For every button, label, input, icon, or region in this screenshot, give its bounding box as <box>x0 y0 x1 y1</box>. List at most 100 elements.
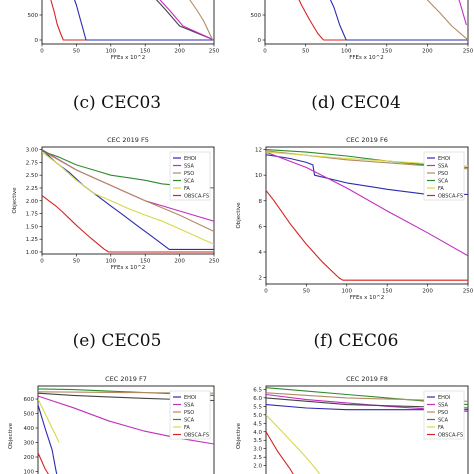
chart-title: CEC 2019 F5 <box>107 136 149 144</box>
y-tick-label: 1.25 <box>26 237 39 243</box>
x-axis-label: FFEs x 10^2 <box>349 55 384 61</box>
series-line-pso <box>426 0 468 41</box>
caption-e: (e) CEC05 <box>73 331 162 351</box>
y-tick-label: 5.5 <box>253 404 262 410</box>
series-line-fa <box>42 151 214 245</box>
legend-entry: SSA <box>184 402 194 408</box>
legend-entry: PSO <box>184 171 194 177</box>
x-tick-label: 50 <box>73 259 80 265</box>
plot-frame <box>264 0 469 45</box>
y-tick-label: 2.00 <box>26 199 39 205</box>
y-tick-label: 500 <box>251 13 262 19</box>
legend-entry: FA <box>438 186 444 192</box>
series-group <box>266 149 468 281</box>
y-tick-label: 300 <box>24 441 35 447</box>
y-tick-label: 5.0 <box>253 413 262 419</box>
legend-entry: SSA <box>438 163 448 169</box>
x-tick-label: 50 <box>303 289 310 295</box>
series-line-obsca-fs <box>38 452 49 474</box>
legend-entry: SCA <box>184 417 195 423</box>
x-axis-label: FFEs x 10^2 <box>111 265 146 271</box>
legend-entry: PSO <box>438 171 448 177</box>
x-tick-label: 150 <box>140 49 151 55</box>
y-tick-label: 10 <box>255 173 262 179</box>
y-tick-label: 100 <box>24 470 35 474</box>
y-tick-label: 4.0 <box>253 430 262 436</box>
series-line-pso <box>189 0 214 41</box>
x-tick-label: 100 <box>341 49 352 55</box>
y-axis-label: Objective <box>8 422 14 449</box>
x-tick-label: 50 <box>302 49 309 55</box>
caption-d: (d) CEC04 <box>311 93 401 113</box>
series-line-ssa <box>159 0 214 41</box>
legend-box <box>423 151 465 201</box>
series-line-fa <box>38 398 60 443</box>
legend-box <box>169 390 211 440</box>
x-tick-label: 0 <box>40 259 44 265</box>
legend-entry: SSA <box>438 402 448 408</box>
series-group <box>298 0 468 41</box>
y-tick-label: 12 <box>255 148 262 154</box>
series-group <box>50 0 214 41</box>
x-tick-label: 250 <box>209 259 220 265</box>
chart-c: 0 50 100 150 200 250 0 500 FFEs x 10^2 <box>28 0 220 61</box>
series-line-ehoi <box>73 0 214 41</box>
x-tick-label: 250 <box>463 49 474 55</box>
y-tick-label: 1.00 <box>26 250 39 256</box>
legend-entry: PSO <box>438 410 448 416</box>
y-tick-label: 8 <box>259 199 263 205</box>
legend-entry: OBSCA-FS <box>438 193 463 199</box>
series-line-fa <box>266 414 321 474</box>
y-tick-label: 2.50 <box>26 173 39 179</box>
legend-entry: OBSCA-FS <box>438 432 463 438</box>
legend-entry: SCA <box>438 178 449 184</box>
legend-entry: EHOI <box>184 395 196 401</box>
x-tick-label: 200 <box>174 259 185 265</box>
series-line-obsca-fs <box>298 0 468 41</box>
x-tick-label: 150 <box>140 259 151 265</box>
y-tick-label: 500 <box>28 13 39 19</box>
legend-entry: EHOI <box>184 156 196 162</box>
legend-entry: PSO <box>184 410 194 416</box>
chart-title: CEC 2019 F6 <box>346 136 388 144</box>
legend-entry: EHOI <box>438 395 450 401</box>
legend-entry: OBSCA-FS <box>184 193 209 199</box>
plot-frame <box>265 385 469 474</box>
series-line-obsca-fs <box>50 0 214 41</box>
chart-g: CEC 2019 F7 100 200 300 400 500 600 Objective EH… <box>8 375 215 474</box>
plot-frame <box>41 0 215 45</box>
y-tick-label: 3.0 <box>253 447 262 453</box>
legend-entry: SCA <box>184 178 195 184</box>
series-line-obsca-fs <box>266 431 294 474</box>
chart-f: CEC 2019 F6 0 50 100 150 200 250 2 4 6 8 10 12 FFEs x… <box>236 136 474 301</box>
y-tick-label: 2.0 <box>253 464 262 470</box>
series-line-ehoi <box>266 154 468 195</box>
y-tick-label: 200 <box>24 455 35 461</box>
x-tick-label: 100 <box>106 259 117 265</box>
series-line-obsca-fs <box>42 195 214 253</box>
legend-entry: SCA <box>438 417 449 423</box>
y-tick-label: 6.0 <box>253 396 262 402</box>
x-tick-label: 250 <box>209 49 220 55</box>
x-tick-label: 200 <box>174 49 185 55</box>
y-tick-label: 6.5 <box>253 387 262 393</box>
series-line-extra <box>155 0 214 41</box>
x-axis-label: FFEs x 10^2 <box>111 55 146 61</box>
x-tick-label: 200 <box>422 49 433 55</box>
x-tick-label: 150 <box>382 289 393 295</box>
x-tick-label: 50 <box>73 49 80 55</box>
chart-d: 0 50 100 150 200 250 0 500 FFEs x 10^2 <box>251 0 474 61</box>
series-line-pso <box>42 150 214 232</box>
y-tick-label: 500 <box>24 412 35 418</box>
series-line-ssa <box>458 0 467 26</box>
legend-box <box>169 151 211 201</box>
legend-entry: EHOI <box>438 156 450 162</box>
legend-box <box>423 390 465 440</box>
plot-frame <box>265 146 469 285</box>
y-tick-label: 1.75 <box>26 212 39 218</box>
